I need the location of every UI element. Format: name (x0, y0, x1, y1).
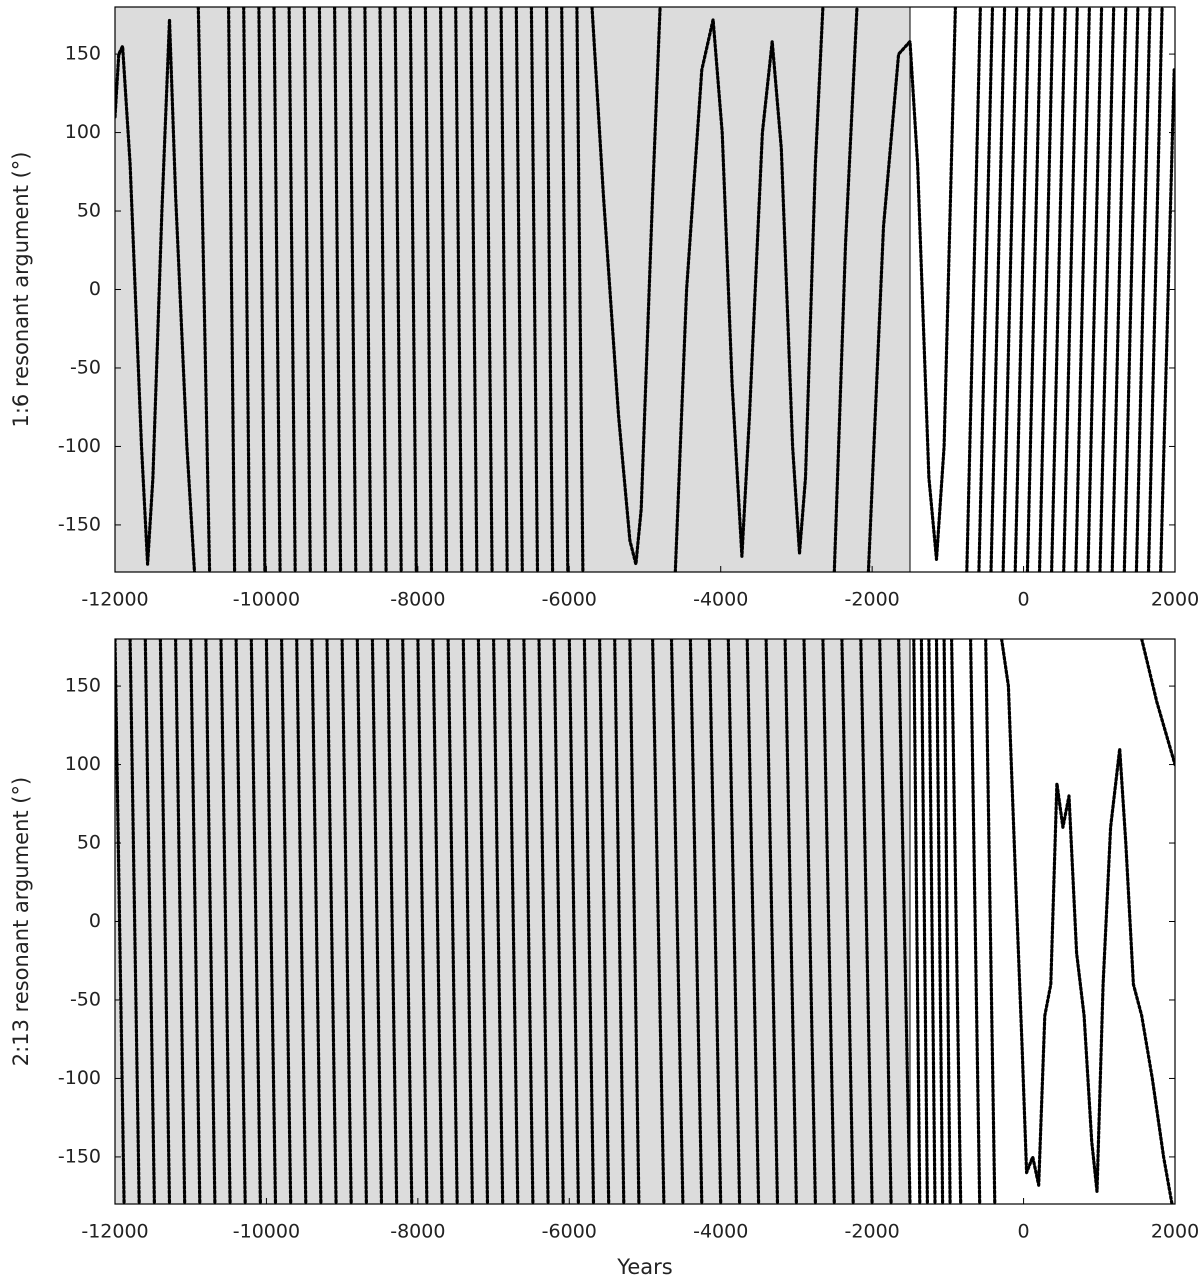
x-tick-label: -10000 (233, 589, 300, 611)
x-tick-label: -4000 (693, 589, 748, 611)
x-tick-label: -8000 (390, 1221, 445, 1243)
y-tick-label: 100 (65, 753, 101, 775)
y-axis-label: 2:13 resonant argument (°) (9, 777, 33, 1066)
x-tick-label: -6000 (542, 589, 597, 611)
y-tick-label: 150 (65, 43, 101, 65)
data-curve (115, 7, 1175, 572)
y-tick-label: 50 (77, 200, 101, 222)
x-tick-label: -2000 (845, 1221, 900, 1243)
x-tick-label: -4000 (693, 1221, 748, 1243)
x-tick-label: 2000 (1151, 589, 1199, 611)
y-tick-label: 150 (65, 675, 101, 697)
x-tick-label: -12000 (81, 589, 148, 611)
x-tick-label: -10000 (233, 1221, 300, 1243)
y-tick-label: 0 (89, 910, 101, 932)
x-tick-label: -8000 (390, 589, 445, 611)
x-tick-label: 2000 (1151, 1221, 1199, 1243)
y-tick-label: 100 (65, 121, 101, 143)
y-tick-label: -150 (58, 1145, 101, 1167)
y-tick-label: -50 (70, 988, 101, 1010)
y-tick-label: -50 (70, 356, 101, 378)
y-tick-label: 0 (89, 278, 101, 300)
x-tick-label: -2000 (845, 589, 900, 611)
y-tick-label: -100 (58, 435, 101, 457)
x-tick-label: 0 (1018, 1221, 1030, 1243)
y-tick-label: 50 (77, 832, 101, 854)
x-tick-label: -12000 (81, 1221, 148, 1243)
x-tick-label: 0 (1018, 589, 1030, 611)
x-tick-label: -6000 (542, 1221, 597, 1243)
x-axis-label: Years (616, 1255, 672, 1279)
y-tick-label: -150 (58, 513, 101, 535)
y-axis-label: 1:6 resonant argument (°) (9, 151, 33, 427)
y-tick-label: -100 (58, 1067, 101, 1089)
